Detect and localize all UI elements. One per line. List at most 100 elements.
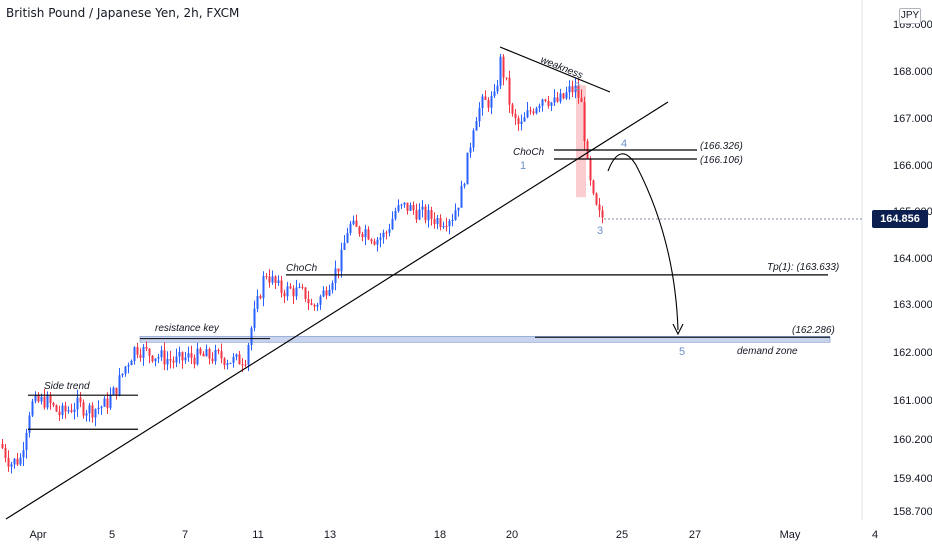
candle-body (565, 92, 568, 99)
candle-body (235, 354, 238, 357)
candle-body (373, 241, 376, 245)
candle-body (25, 432, 28, 451)
candle-body (253, 308, 256, 329)
candle-body (343, 242, 346, 250)
candle-body (496, 85, 499, 92)
candle-body (70, 410, 73, 412)
candle-body (61, 405, 64, 416)
candle-body (196, 348, 199, 365)
y-tick-label: 159.400 (893, 473, 932, 485)
candle-body (499, 56, 502, 86)
candle-body (391, 218, 394, 230)
candle-body (58, 411, 61, 416)
y-tick-label: 158.700 (893, 506, 932, 518)
candle-body (46, 395, 49, 408)
wave-label-3: 3 (597, 225, 603, 237)
candle-body (595, 193, 598, 205)
candle-body (568, 86, 571, 93)
projection-arrow (607, 153, 679, 331)
candle-body (418, 209, 421, 220)
candle-body (322, 290, 325, 297)
candle-body (247, 345, 250, 365)
candle-body (301, 286, 304, 288)
x-tick-label: Apr (29, 529, 46, 541)
candle-body (181, 352, 184, 361)
candle-body (415, 210, 418, 220)
candle-body (514, 113, 517, 119)
candle-body (337, 268, 340, 272)
candle-body (358, 226, 361, 234)
y-tick-label: 167.000 (893, 113, 932, 125)
candle-body (379, 237, 382, 240)
candle-body (538, 105, 541, 109)
candle-body (100, 406, 103, 408)
candle-body (64, 405, 67, 412)
candle-body (145, 347, 148, 349)
candle-body (319, 296, 322, 305)
candle-body (550, 102, 553, 106)
candle-body (37, 395, 40, 402)
x-tick-label: 7 (182, 529, 188, 541)
candle-body (13, 458, 16, 465)
candle-body (376, 239, 379, 245)
ascending-trendline (5, 101, 669, 520)
candle-body (97, 407, 100, 410)
candle-body (394, 211, 397, 219)
currency-unit[interactable]: JPY (899, 8, 921, 24)
candle-body (508, 77, 511, 105)
candle-body (583, 102, 586, 142)
wave-label-4: 4 (621, 138, 627, 150)
candle-body (10, 464, 13, 467)
candle-body (475, 121, 478, 131)
candle-body (310, 303, 313, 305)
candle-body (313, 304, 316, 307)
candle-body (439, 217, 442, 228)
candle-body (34, 395, 37, 402)
candle-body (580, 97, 583, 103)
candle-body (451, 219, 454, 222)
candle-body (520, 121, 523, 125)
y-axis: 169.000168.000167.000166.000165.000164.0… (893, 19, 932, 518)
x-tick-label: May (780, 529, 801, 541)
candle-body (511, 104, 514, 114)
candle-body (241, 364, 244, 366)
candle-body (118, 375, 121, 396)
candle-body (562, 93, 565, 99)
candle-body (40, 396, 43, 402)
candle-body (112, 387, 115, 395)
candle-body (214, 349, 217, 362)
candle-body (205, 349, 208, 357)
level-166106-label: (166.106) (700, 155, 743, 166)
candle-body (454, 210, 457, 220)
candle-body (265, 276, 268, 278)
tp1-label: Tp(1): (163.633) (767, 262, 839, 273)
candle-body (244, 364, 247, 366)
candle-body (601, 210, 604, 218)
x-tick-label: 13 (324, 529, 336, 541)
side-trend-label: Side trend (44, 381, 90, 392)
candle-body (193, 357, 196, 365)
candle-body (589, 158, 592, 181)
candle-body (169, 359, 172, 361)
candle-body (91, 405, 94, 418)
candle-body (412, 205, 415, 211)
candle-body (400, 204, 403, 206)
candle-body (178, 352, 181, 357)
candle-body (202, 353, 205, 357)
candle-body (346, 232, 349, 243)
x-tick-label: 4 (872, 529, 878, 541)
candle-body (382, 232, 385, 238)
candle-body (217, 349, 220, 352)
candle-body (472, 130, 475, 148)
x-tick-label: 11 (252, 529, 263, 541)
candle-body (49, 395, 52, 404)
candle-body (574, 85, 577, 93)
candle-body (427, 209, 430, 221)
candle-body (355, 220, 358, 227)
candle-body (184, 357, 187, 361)
x-tick-label: 20 (506, 529, 518, 541)
demand-level-label: (162.286) (792, 325, 835, 336)
candle-body (223, 358, 226, 366)
candle-body (85, 413, 88, 416)
